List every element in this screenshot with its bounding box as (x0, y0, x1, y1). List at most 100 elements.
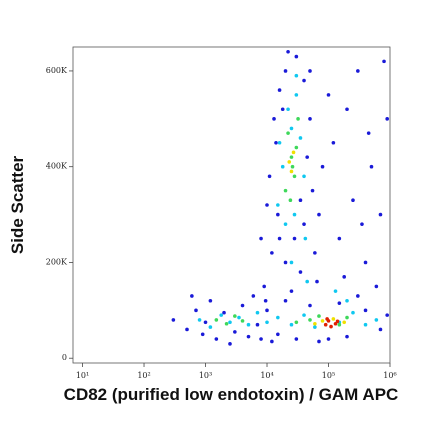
point (283, 222, 288, 226)
point (286, 131, 290, 135)
point (289, 126, 294, 131)
point (305, 155, 309, 159)
point (289, 260, 294, 265)
point (289, 289, 294, 293)
point (345, 298, 349, 303)
point (240, 303, 245, 308)
point (286, 107, 290, 112)
point (246, 334, 251, 339)
point (203, 320, 208, 325)
point (185, 327, 189, 332)
point (171, 318, 176, 322)
point (385, 117, 389, 121)
point (224, 321, 229, 326)
point (267, 174, 272, 179)
x-axis-label: CD82 (purified low endotoxin) / GAM APC (64, 385, 399, 404)
point (374, 318, 379, 322)
point (294, 337, 299, 341)
point (259, 337, 263, 341)
point (294, 145, 299, 150)
point (274, 140, 278, 145)
point (378, 327, 383, 332)
point (363, 322, 368, 327)
point (294, 54, 299, 59)
x-tick-label: 10³ (199, 371, 212, 380)
point (263, 298, 268, 303)
point (292, 236, 297, 241)
point (283, 69, 288, 73)
point (289, 155, 294, 159)
point (265, 308, 269, 313)
point (277, 140, 282, 145)
point (294, 320, 299, 325)
point (208, 298, 213, 303)
x-tick-label: 10² (137, 371, 150, 380)
point (296, 117, 300, 121)
x-tick-label: 10⁶ (383, 371, 396, 380)
point (356, 294, 360, 298)
point (382, 59, 386, 64)
point (345, 107, 349, 112)
point (283, 298, 288, 303)
point (351, 310, 355, 315)
point (308, 69, 312, 73)
x-tick-label: 10¹ (76, 371, 89, 380)
point (251, 294, 256, 298)
point (214, 318, 219, 322)
y-tick-label: 400K (46, 162, 68, 171)
point (276, 332, 280, 337)
point (255, 322, 260, 327)
point (287, 160, 292, 164)
point (337, 301, 342, 305)
point (197, 318, 202, 322)
point (294, 73, 299, 78)
point (366, 131, 371, 135)
point (277, 88, 282, 92)
point (276, 315, 280, 320)
point (335, 319, 340, 324)
point (208, 325, 213, 329)
point (305, 279, 309, 284)
point (326, 93, 331, 97)
point (255, 310, 260, 315)
point (313, 325, 317, 329)
point (317, 339, 321, 344)
point (308, 117, 312, 121)
point (329, 324, 333, 329)
point (190, 294, 194, 298)
point (294, 93, 299, 97)
y-tick-label: 200K (46, 257, 68, 266)
point (317, 212, 321, 217)
point (276, 212, 280, 217)
point (292, 212, 297, 217)
point (298, 270, 303, 274)
point (320, 164, 325, 169)
point (313, 321, 317, 326)
point (308, 303, 312, 308)
point (228, 320, 232, 325)
point (374, 284, 379, 289)
point (363, 260, 368, 265)
point (385, 313, 389, 317)
point (345, 334, 349, 339)
point (369, 164, 374, 169)
point (356, 69, 360, 73)
point (337, 236, 342, 241)
point (219, 313, 224, 317)
plot-frame (72, 46, 391, 364)
point (302, 174, 306, 179)
x-tick-label: 10⁴ (260, 371, 273, 380)
point (277, 236, 282, 241)
point (200, 332, 205, 337)
point (265, 203, 269, 207)
point (323, 322, 328, 327)
point (270, 251, 274, 255)
point (317, 314, 321, 318)
point (233, 314, 237, 318)
point (331, 140, 336, 145)
point (310, 188, 315, 193)
point (308, 318, 312, 322)
y-tick-label: 0 (62, 353, 67, 362)
point (313, 251, 317, 255)
point (290, 164, 295, 169)
